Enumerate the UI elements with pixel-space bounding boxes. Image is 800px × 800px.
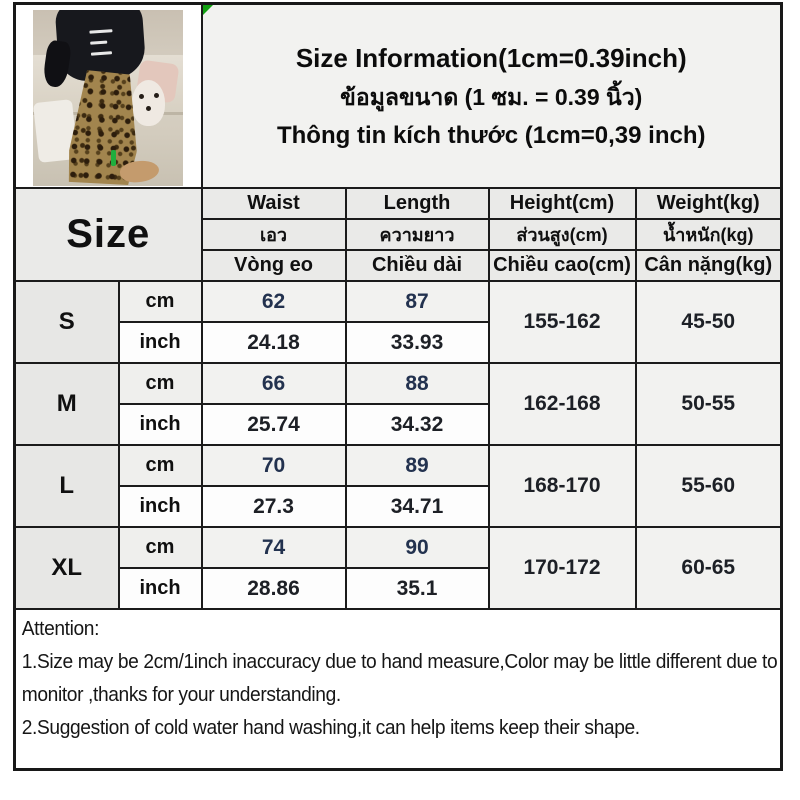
product-photo xyxy=(33,9,184,186)
size-row-m: M xyxy=(13,362,120,446)
col-header-length-th: ความยาว xyxy=(344,218,490,251)
m-weight: 50-55 xyxy=(634,362,783,446)
attention-heading: Attention: xyxy=(21,618,100,640)
unit-label-inch: inch xyxy=(117,403,203,446)
product-photo-cell xyxy=(13,2,203,189)
title-vietnamese: Thông tin kích thước (1cm=0,39 inch) xyxy=(276,121,706,149)
size-row-s: S xyxy=(13,280,120,364)
col-header-weight-en: Weight(kg) xyxy=(634,187,783,220)
plush-toy xyxy=(132,79,166,126)
title-english: Size Information(1cm=0.39inch) xyxy=(295,42,687,73)
xl-waist-inch: 28.86 xyxy=(200,567,347,610)
green-corner-flag xyxy=(203,5,213,15)
l-waist-inch: 27.3 xyxy=(200,485,347,528)
unit-label-cm: cm xyxy=(117,280,203,323)
green-tag xyxy=(111,150,117,167)
m-length-cm: 88 xyxy=(344,362,490,405)
s-length-cm: 87 xyxy=(344,280,490,323)
size-header: Size xyxy=(13,187,203,282)
l-weight: 55-60 xyxy=(634,444,783,528)
l-height: 168-170 xyxy=(487,444,637,528)
title-thai: ข้อมูลขนาด (1 ซม. = 0.39 นิ้ว) xyxy=(340,83,643,110)
col-header-height-vi: Chiều cao(cm) xyxy=(487,249,637,282)
xl-weight: 60-65 xyxy=(634,526,783,610)
attention-note-1: 1.Size may be 2cm/1inch inaccuracy due t… xyxy=(21,651,778,706)
col-header-waist-en: Waist xyxy=(200,187,347,220)
col-header-length-vi: Chiều dài xyxy=(344,249,490,282)
attention-cell: Attention: 1.Size may be 2cm/1inch inacc… xyxy=(13,608,783,771)
unit-label-cm: cm xyxy=(117,526,203,569)
col-header-length-en: Length xyxy=(344,187,490,220)
col-header-waist-th: เอว xyxy=(200,218,347,251)
unit-label-inch: inch xyxy=(117,485,203,528)
size-row-xl: XL xyxy=(13,526,120,610)
size-table: Size Information(1cm=0.39inch) ข้อมูลขนา… xyxy=(13,2,783,771)
unit-label-cm: cm xyxy=(117,444,203,487)
s-waist-inch: 24.18 xyxy=(200,321,347,364)
s-weight: 45-50 xyxy=(634,280,783,364)
xl-waist-cm: 74 xyxy=(200,526,347,569)
col-header-height-en: Height(cm) xyxy=(487,187,637,220)
size-row-l: L xyxy=(13,444,120,528)
col-header-weight-th: น้ำหนัก(kg) xyxy=(634,218,783,251)
m-waist-inch: 25.74 xyxy=(200,403,347,446)
l-length-cm: 89 xyxy=(344,444,490,487)
col-header-waist-vi: Vòng eo xyxy=(200,249,347,282)
xl-length-cm: 90 xyxy=(344,526,490,569)
s-height: 155-162 xyxy=(487,280,637,364)
col-header-weight-vi: Cân nặng(kg) xyxy=(634,249,783,282)
xl-height: 170-172 xyxy=(487,526,637,610)
unit-label-cm: cm xyxy=(117,362,203,405)
s-length-inch: 33.93 xyxy=(344,321,490,364)
l-length-inch: 34.71 xyxy=(344,485,490,528)
attention-note-2: 2.Suggestion of cold water hand washing,… xyxy=(21,717,640,739)
xl-length-inch: 35.1 xyxy=(344,567,490,610)
s-waist-cm: 62 xyxy=(200,280,347,323)
col-header-height-th: ส่วนสูง(cm) xyxy=(487,218,637,251)
unit-label-inch: inch xyxy=(117,321,203,364)
size-chart-sheet: Size Information(1cm=0.39inch) ข้อมูลขนา… xyxy=(13,2,783,771)
size-info-title-cell: Size Information(1cm=0.39inch) ข้อมูลขนา… xyxy=(200,2,783,189)
l-waist-cm: 70 xyxy=(200,444,347,487)
m-waist-cm: 66 xyxy=(200,362,347,405)
unit-label-inch: inch xyxy=(117,567,203,610)
m-height: 162-168 xyxy=(487,362,637,446)
m-length-inch: 34.32 xyxy=(344,403,490,446)
